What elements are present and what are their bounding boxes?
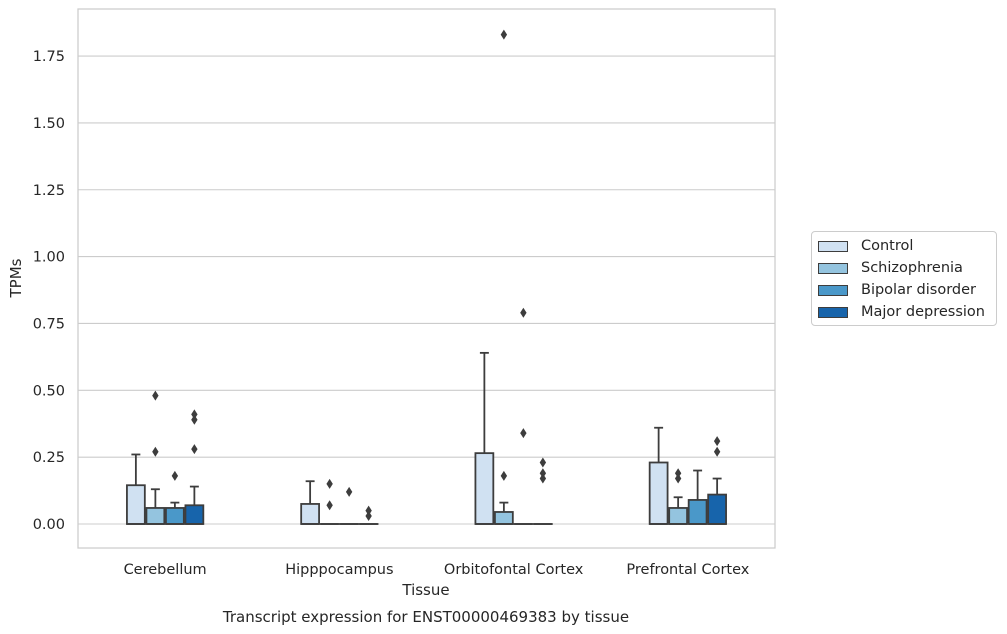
outlier-point (191, 409, 198, 420)
outlier-point (171, 470, 179, 481)
y-tick-label: 1.50 (33, 116, 65, 132)
y-tick-label: 0.50 (33, 383, 65, 399)
x-tick-label-prefrontal-cortex: Prefrontal Cortex (626, 562, 749, 578)
outlier-point (674, 468, 682, 479)
legend-item-control: Control (818, 236, 913, 256)
x-axis-label: Tissue (401, 581, 449, 599)
outlier-point (152, 390, 159, 401)
x-tick-label-orbitofontal-cortex: Orbitofontal Cortex (444, 562, 584, 578)
outlier-point (191, 444, 198, 455)
y-tick-label: 1.25 (33, 183, 65, 199)
plot-area (78, 9, 775, 548)
outlier-point (713, 436, 721, 447)
legend-label-bipolar-disorder: Bipolar disorder (861, 282, 976, 298)
box-cerebellum-control (126, 453, 146, 525)
outlier-point (500, 470, 508, 481)
outlier-point (365, 510, 372, 521)
legend-swatch-bipolar-disorder (818, 284, 848, 296)
box-rect (145, 507, 166, 525)
outlier-point (539, 457, 547, 468)
y-tick-labels: 0.00 0.25 0.50 0.75 1.00 1.25 1.50 1.75 (33, 49, 65, 533)
box-rect (687, 499, 708, 525)
outlier-point (365, 505, 372, 516)
y-tick-label: 0.25 (33, 450, 65, 466)
legend-label-schizophrenia: Schizophrenia (861, 260, 963, 276)
box-orbitofontal-cortex-control (474, 351, 495, 525)
outlier-point (500, 29, 508, 40)
x-tick-label-cerebellum: Cerebellum (124, 562, 207, 578)
legend-item-schizophrenia: Schizophrenia (818, 258, 963, 278)
box-prefrontal-cortex-schizophrenia (668, 468, 688, 525)
outlier-point (326, 478, 333, 489)
box-rect (648, 461, 669, 525)
box-orbitofontal-cortex-major-depression (533, 457, 553, 525)
box-orbitofontal-cortex-schizophrenia (494, 29, 514, 525)
chart-caption: Transcript expression for ENST0000046938… (222, 608, 629, 626)
outlier-point (191, 414, 198, 425)
outlier-point (152, 446, 159, 457)
y-axis-label: TPMs (7, 258, 25, 298)
chart-legend: Control Schizophrenia Bipolar disorder M… (811, 231, 997, 326)
legend-label-control: Control (861, 238, 914, 254)
outlier-point (326, 500, 333, 511)
legend-item-bipolar-disorder: Bipolar disorder (818, 280, 976, 300)
box-hipppocampus-control (300, 480, 320, 525)
box-rect (668, 507, 688, 525)
box-hipppocampus-schizophrenia (319, 478, 340, 525)
outlier-point (539, 473, 547, 484)
box-prefrontal-cortex-bipolar-disorder (687, 469, 708, 525)
box-orbitofontal-cortex-bipolar-disorder (513, 307, 534, 525)
y-tick-label: 0.75 (33, 316, 65, 332)
box-prefrontal-cortex-control (648, 426, 669, 525)
box-rect (300, 503, 320, 525)
outlier-point (520, 428, 527, 439)
outlier-point (539, 468, 547, 479)
y-tick-label: 0.00 (33, 517, 65, 533)
box-rect (474, 452, 495, 525)
box-rect (707, 493, 727, 525)
legend-swatch-schizophrenia (818, 262, 848, 274)
y-tick-label: 1.00 (33, 250, 65, 266)
legend-swatch-major-depression (818, 306, 848, 318)
plot-frame (77, 8, 776, 549)
outlier-point (713, 446, 721, 457)
outlier-point (345, 486, 353, 497)
box-rect (165, 507, 185, 525)
box-rect (126, 484, 146, 525)
legend-label-major-depression: Major depression (861, 304, 985, 320)
outlier-point (520, 307, 527, 318)
box-rect (184, 504, 205, 525)
y-tick-label: 1.75 (33, 49, 65, 65)
legend-item-major-depression: Major depression (818, 302, 985, 322)
x-tick-labels: Cerebellum Hipppocampus Orbitofontal Corte… (124, 562, 750, 578)
box-cerebellum-major-depression (184, 409, 205, 525)
outlier-point (674, 473, 682, 484)
box-hipppocampus-major-depression (358, 505, 379, 525)
legend-swatch-control (818, 240, 848, 252)
box-rect (494, 511, 514, 525)
box-prefrontal-cortex-major-depression (707, 436, 727, 525)
box-cerebellum-schizophrenia (145, 390, 166, 525)
x-tick-label-hipppocampus: Hipppocampus (285, 562, 393, 578)
box-series (126, 29, 727, 525)
box-cerebellum-bipolar-disorder (165, 470, 185, 525)
box-hipppocampus-bipolar-disorder (339, 486, 359, 525)
